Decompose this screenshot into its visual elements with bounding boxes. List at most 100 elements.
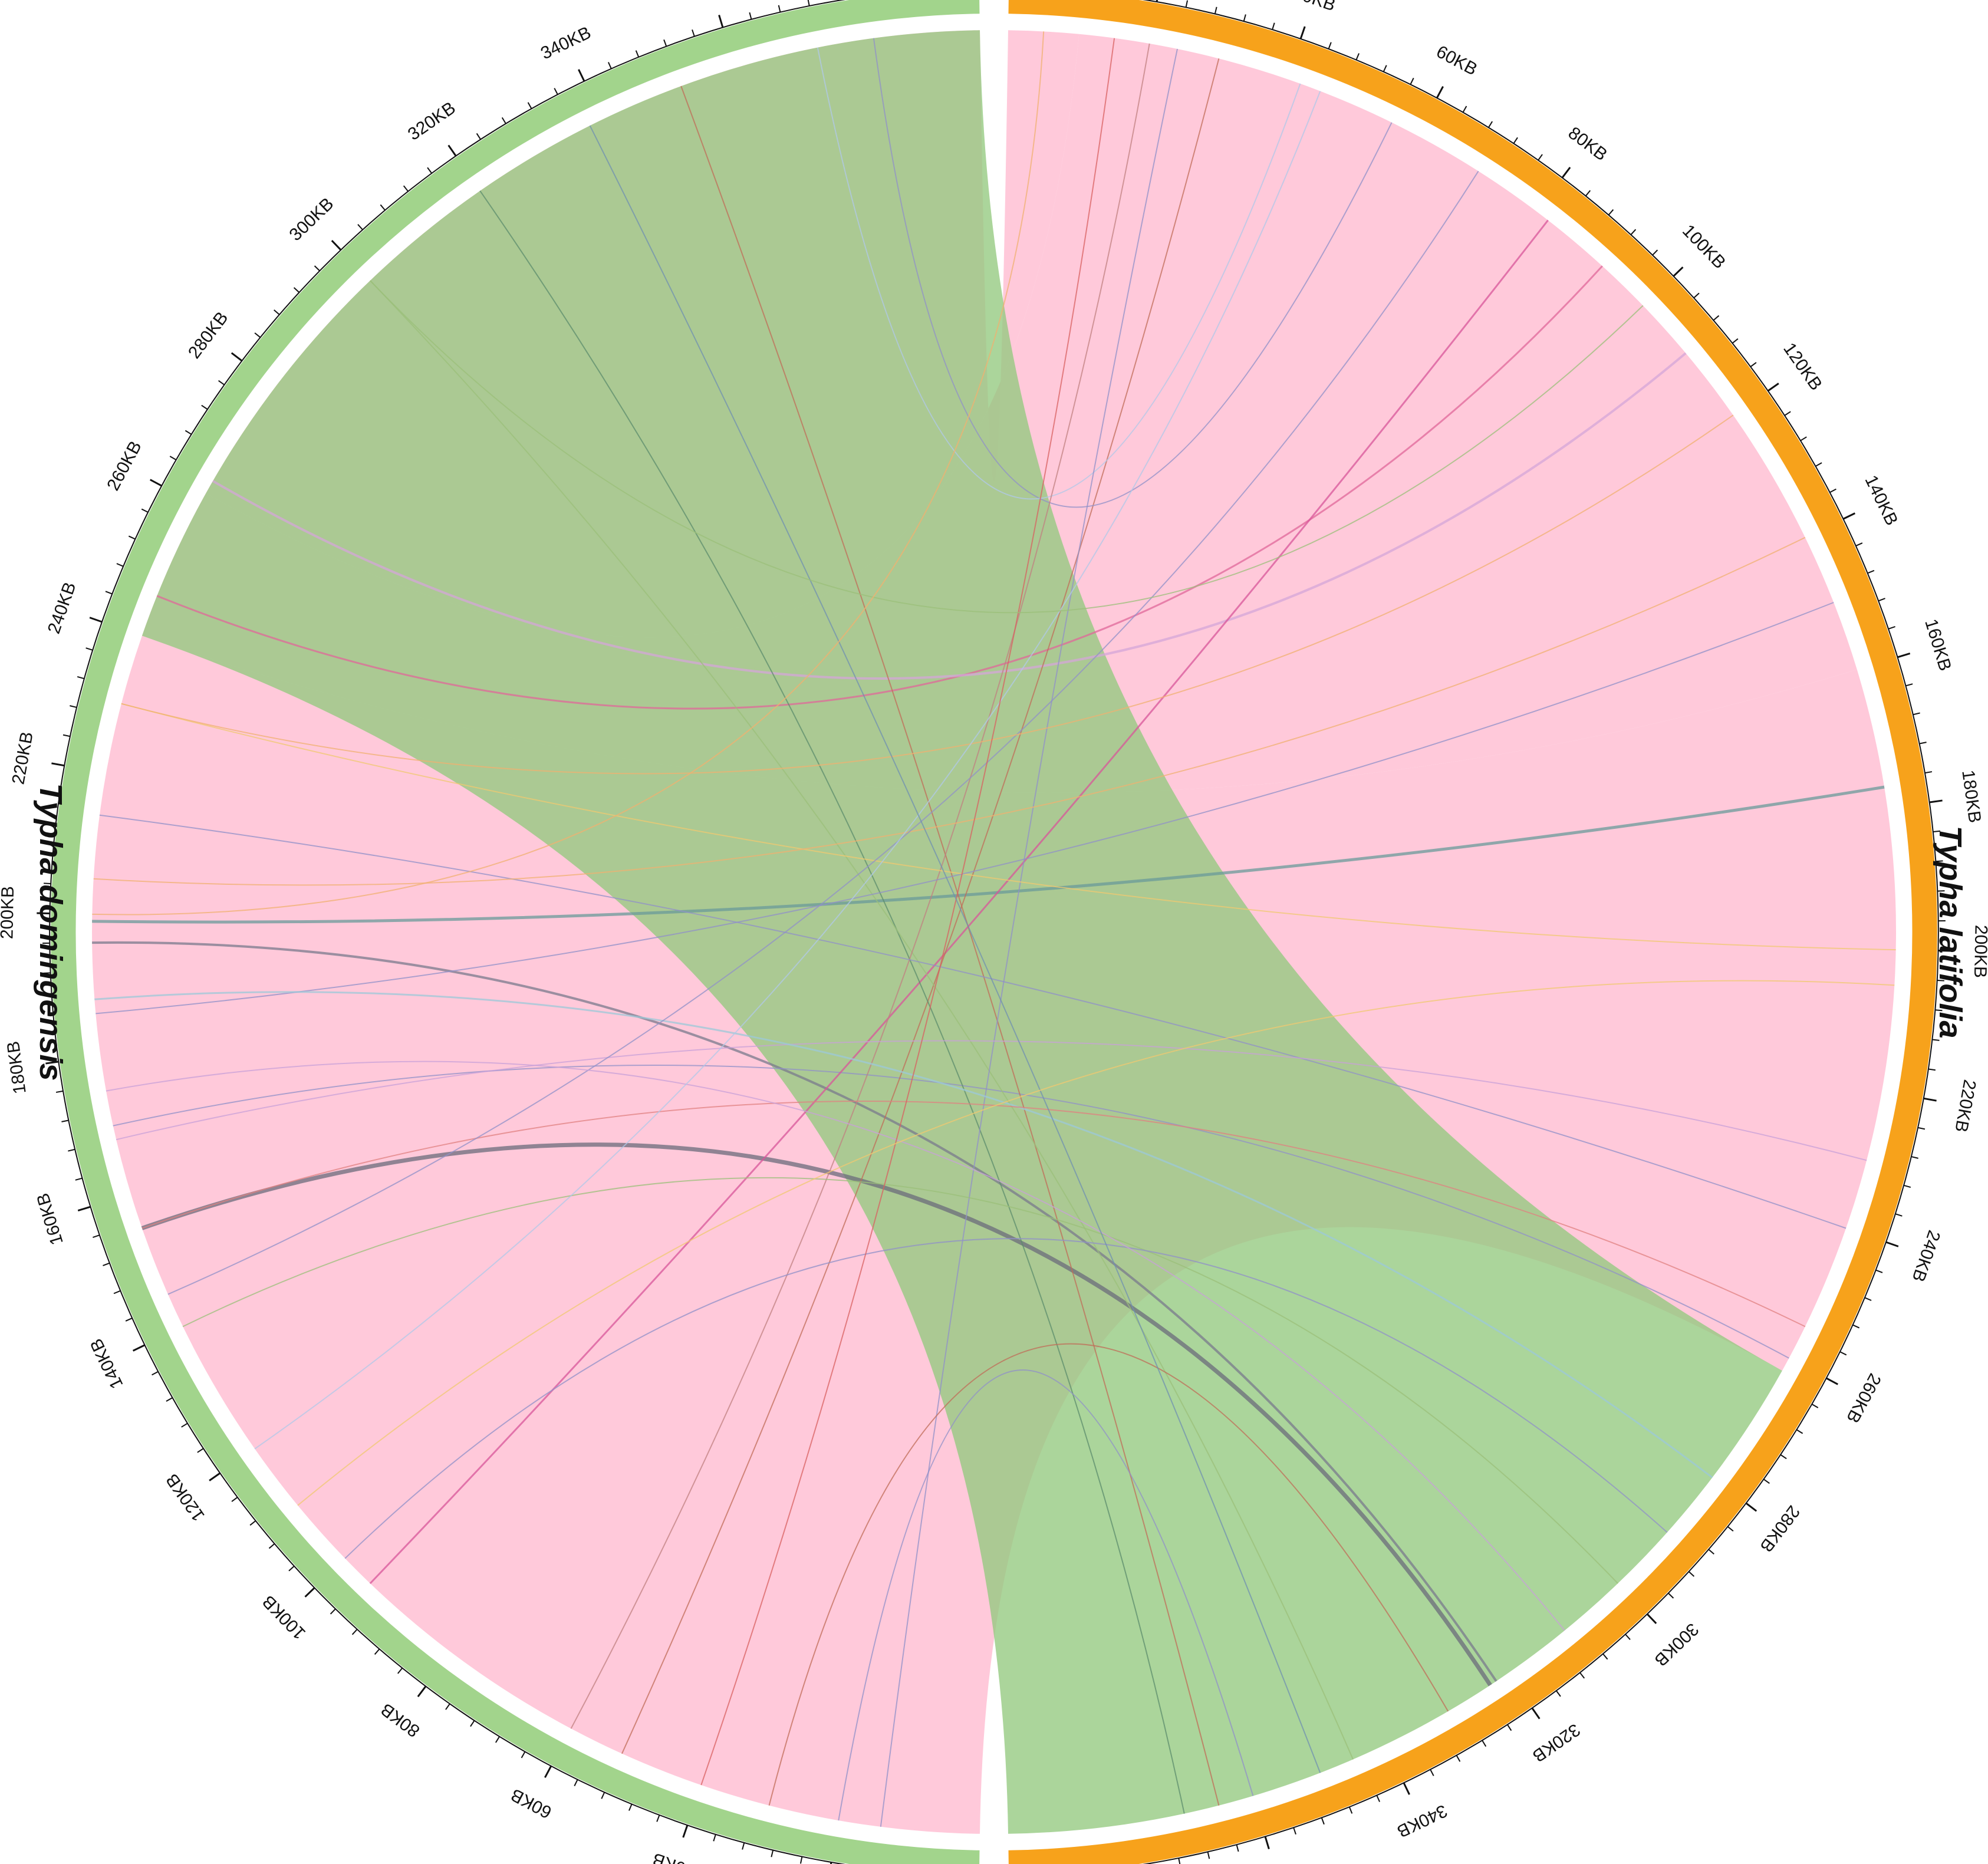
tick-mark (1264, 1836, 1270, 1850)
tick-mark (1585, 190, 1591, 197)
tick-mark (1348, 1806, 1353, 1814)
link (92, 941, 1497, 1682)
tick-mark (231, 1497, 238, 1502)
tick-mark (1924, 771, 1933, 774)
tick-mark (93, 1234, 100, 1239)
tick-mark (62, 734, 70, 737)
tick-mark (1867, 569, 1875, 574)
tick-mark (1929, 799, 1943, 803)
link (156, 265, 1603, 710)
tick-mark (1918, 1127, 1926, 1130)
tick-mark (55, 1090, 64, 1093)
tick-mark (52, 793, 60, 796)
link (589, 125, 1321, 1773)
tick-mark (1897, 652, 1911, 658)
tick-mark (141, 508, 149, 513)
tick-mark (1299, 26, 1306, 39)
tick-mark (1243, 14, 1246, 22)
tick-mark (417, 1685, 427, 1698)
tick-mark (1732, 338, 1739, 344)
tick-mark (48, 1031, 55, 1034)
tick-mark (1875, 1269, 1883, 1273)
tick-mark (1855, 542, 1863, 546)
tick-mark (1750, 362, 1757, 367)
tick-mark (1800, 436, 1807, 442)
tick-mark (197, 1448, 204, 1453)
tick-mark (1888, 625, 1895, 630)
tick-mark (1556, 1690, 1561, 1697)
tick-mark (1727, 1526, 1734, 1532)
tick-label: 300KB (1651, 1619, 1703, 1670)
tick-label: 340KB (538, 23, 594, 64)
tick-mark (132, 1344, 146, 1352)
tick-mark (1708, 1549, 1714, 1555)
link (116, 1040, 1867, 1161)
tick-label: 280KB (1756, 1501, 1803, 1556)
tick-mark (1919, 742, 1927, 745)
tick-label: 140KB (87, 1335, 127, 1391)
link (106, 1061, 1565, 1631)
tick-label: 260KB (1842, 1370, 1885, 1426)
tick-mark (447, 144, 457, 157)
tick-mark (268, 1543, 275, 1549)
tick-mark (1895, 1213, 1903, 1217)
tick-mark (1829, 488, 1836, 493)
tick-mark (771, 1850, 774, 1858)
tick-mark (1207, 1852, 1210, 1859)
tick-mark (1531, 1707, 1541, 1720)
axis-domingensis (49, 0, 846, 1864)
link (96, 602, 1834, 1015)
tick-mark (61, 1119, 69, 1122)
link (873, 38, 1393, 508)
tick-mark (1937, 979, 1944, 982)
tick-mark (166, 1397, 173, 1402)
tick-label: 240KB (44, 579, 80, 636)
tick-label: 40KB (1291, 0, 1338, 15)
tick-mark (1646, 1613, 1657, 1624)
tick-mark (554, 88, 558, 95)
tick-mark (293, 287, 300, 293)
link (817, 47, 1301, 500)
tick-mark (103, 1262, 110, 1266)
tick-mark (476, 133, 481, 140)
tick-mark (1321, 1817, 1325, 1825)
tick-mark (521, 1751, 526, 1758)
tick-mark (85, 647, 93, 651)
tick-mark (635, 50, 640, 58)
tick-mark (1513, 137, 1518, 144)
tick-mark (1625, 1634, 1631, 1640)
tick-mark (807, 0, 810, 6)
tick-mark (1236, 1844, 1239, 1852)
tick-label: 80KB (377, 1699, 423, 1741)
link (680, 85, 1220, 1806)
tick-mark (1608, 209, 1614, 216)
tick-mark (1482, 1740, 1487, 1747)
link (370, 280, 1644, 614)
link (113, 1064, 1789, 1359)
tick-mark (718, 14, 724, 28)
tick-mark (1328, 42, 1332, 50)
tick-mark (1507, 1724, 1512, 1731)
tick-mark (314, 265, 320, 272)
tick-mark (1905, 683, 1913, 687)
link (369, 219, 1549, 1585)
tick-mark (1688, 1571, 1695, 1577)
tick-label: 180KB (4, 1040, 30, 1095)
species-label-typha-latifolia: Typha latifolia (1933, 825, 1968, 1038)
tick-mark (692, 29, 695, 37)
tick-mark (1811, 1404, 1819, 1408)
tick-label: 200KB (0, 886, 18, 940)
link (370, 280, 1354, 1760)
tick-mark (1784, 411, 1791, 416)
tick-mark (1842, 512, 1856, 520)
link (838, 1369, 1254, 1821)
tick-label: 120KB (162, 1470, 209, 1525)
tick-mark (1713, 315, 1720, 321)
tick-label: 100KB (1678, 221, 1729, 273)
tick-mark (116, 563, 124, 567)
species-label-typha-domingensis: Typha domingensis (33, 783, 68, 1081)
tick-mark (150, 479, 162, 487)
tick-mark (51, 762, 65, 767)
tick-label: 260KB (103, 438, 146, 494)
